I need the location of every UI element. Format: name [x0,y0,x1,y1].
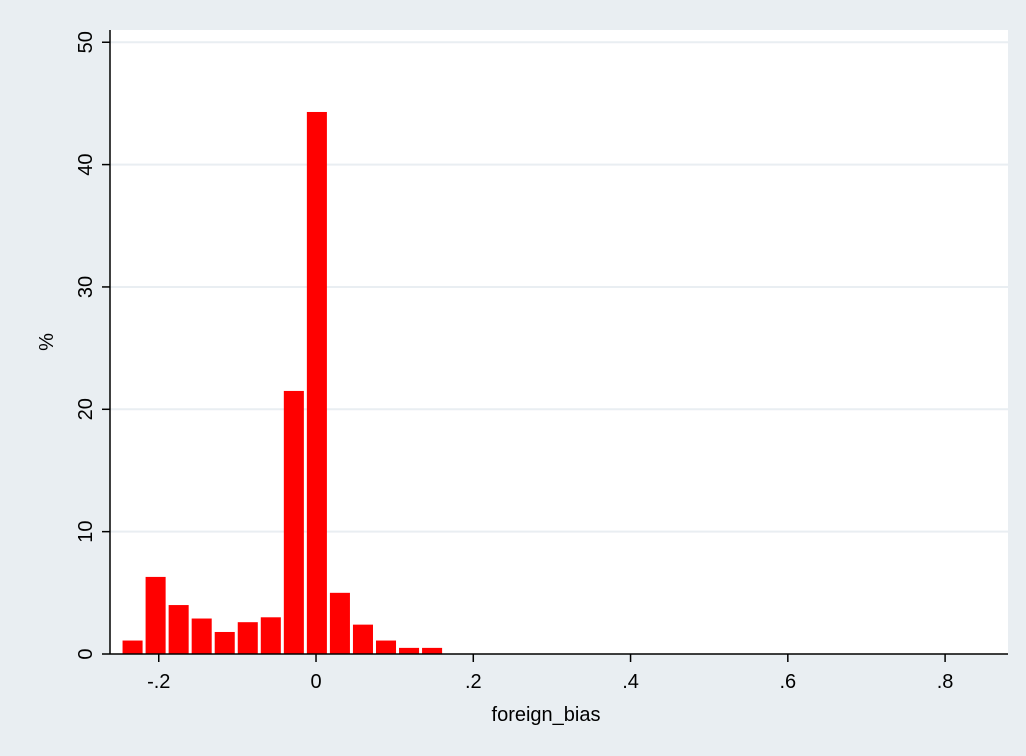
x-axis-label: foreign_bias [492,704,601,726]
histogram-bar-13 [422,647,443,654]
y-tick-label-40: 40 [75,153,97,175]
grid-lines [110,41,1008,533]
y-ticks: 0 10 20 30 40 50 [75,31,110,660]
histogram-bar-0 [122,640,143,654]
bars [122,111,443,655]
histogram-bar-7 [283,390,304,654]
histogram-bar-2 [168,605,189,654]
y-tick-label-30: 30 [75,276,97,298]
histogram-bar-6 [260,617,281,654]
x-tick-label-0: -.2 [147,671,170,693]
x-tick-label-3: .4 [622,671,639,693]
y-tick-label-10: 10 [75,521,97,543]
histogram-bar-3 [191,618,212,654]
x-tick-label-1: 0 [310,671,321,693]
histogram-bar-4 [214,631,235,654]
y-tick-label-50: 50 [75,31,97,53]
plot-area [110,30,1008,654]
x-tick-label-4: .6 [779,671,796,693]
histogram-bar-8 [306,111,327,655]
y-tick-label-0: 0 [75,648,97,659]
x-ticks: -.2 0 .2 .4 .6 .8 [147,654,953,693]
histogram-bar-5 [237,622,258,654]
x-tick-label-5: .8 [937,671,954,693]
x-tick-label-2: .2 [465,671,482,693]
histogram-bar-9 [329,592,350,654]
histogram-bar-1 [145,576,166,654]
histogram-bar-11 [375,640,397,654]
histogram-bar-10 [352,624,373,654]
histogram-bar-12 [399,647,420,654]
y-axis-label: % [36,333,58,351]
y-tick-label-20: 20 [75,398,97,420]
